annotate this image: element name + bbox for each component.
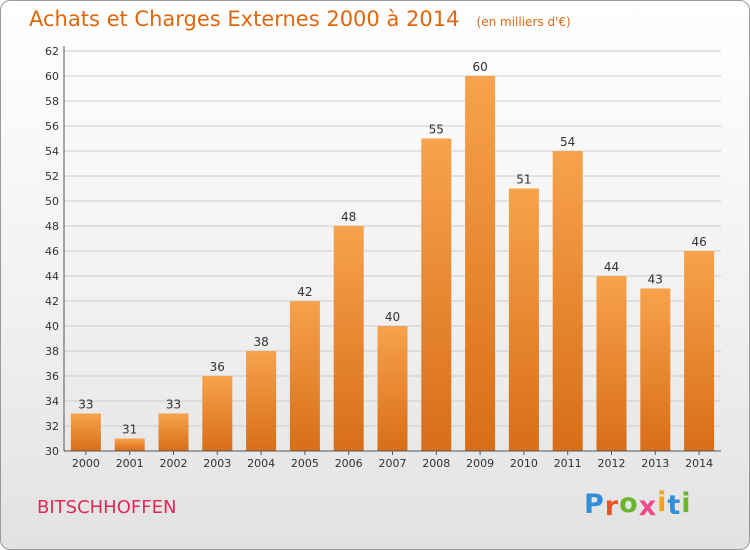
value-label-2005: 42 bbox=[297, 285, 312, 299]
x-tick-label-2009: 2009 bbox=[466, 457, 494, 470]
x-tick-label-2013: 2013 bbox=[641, 457, 669, 470]
chart-subtitle: (en milliers d'€) bbox=[476, 15, 571, 29]
y-tick-label: 30 bbox=[45, 445, 59, 458]
value-label-2014: 46 bbox=[691, 235, 706, 249]
y-tick-label: 32 bbox=[45, 420, 59, 433]
y-tick-label: 38 bbox=[45, 345, 59, 358]
y-tick-label: 44 bbox=[45, 270, 59, 283]
logo-letter: x bbox=[638, 491, 658, 522]
bar-2006 bbox=[333, 226, 364, 451]
y-tick-label: 36 bbox=[45, 370, 59, 383]
y-tick-label: 42 bbox=[45, 295, 59, 308]
x-tick-label-2012: 2012 bbox=[598, 457, 626, 470]
bars bbox=[70, 76, 715, 451]
bar-2009 bbox=[465, 76, 496, 451]
x-tick-label-2005: 2005 bbox=[291, 457, 319, 470]
value-label-2013: 43 bbox=[648, 273, 663, 287]
bar-2004 bbox=[246, 351, 277, 451]
logo-letter: i bbox=[681, 488, 692, 519]
y-tick-label: 54 bbox=[45, 145, 59, 158]
x-tick-label-2010: 2010 bbox=[510, 457, 538, 470]
value-label-2000: 33 bbox=[78, 398, 93, 412]
value-label-2007: 40 bbox=[385, 310, 400, 324]
y-tick-label: 56 bbox=[45, 120, 59, 133]
y-tick-label: 60 bbox=[45, 70, 59, 83]
bar-2000 bbox=[70, 413, 101, 451]
bar-2003 bbox=[202, 376, 233, 451]
logo-letter: o bbox=[619, 488, 639, 519]
logo-letter: i bbox=[657, 487, 668, 518]
proxiti-logo: Proxiti bbox=[584, 487, 692, 522]
bar-2005 bbox=[289, 301, 320, 451]
y-tick-label: 34 bbox=[45, 395, 59, 408]
x-tick-label-2001: 2001 bbox=[116, 457, 144, 470]
bar-2010 bbox=[508, 188, 539, 451]
bar-2008 bbox=[421, 138, 452, 451]
bar-2012 bbox=[596, 276, 627, 451]
value-label-2001: 31 bbox=[122, 423, 137, 437]
x-tick-label-2014: 2014 bbox=[685, 457, 713, 470]
city-name: BITSCHHOFFEN bbox=[37, 497, 177, 518]
y-tick-label: 48 bbox=[45, 220, 59, 233]
bar-2014 bbox=[684, 251, 715, 451]
value-label-2004: 38 bbox=[253, 335, 268, 349]
data-labels: 33 31 33 36 38 42 48 40 55 60 51 54 44 43 46 bbox=[78, 60, 706, 437]
y-tick-label: 40 bbox=[45, 320, 59, 333]
bar-2011 bbox=[552, 151, 583, 451]
chart-title: Achats et Charges Externes 2000 à 2014 bbox=[29, 7, 460, 31]
value-label-2011: 54 bbox=[560, 135, 575, 149]
bar-2013 bbox=[640, 288, 671, 451]
bar-2002 bbox=[158, 413, 189, 451]
title-row: Achats et Charges Externes 2000 à 2014 (… bbox=[29, 7, 571, 31]
logo-letter: r bbox=[604, 491, 620, 522]
value-label-2012: 44 bbox=[604, 260, 619, 274]
x-tick-label-2000: 2000 bbox=[72, 457, 100, 470]
bar-2007 bbox=[377, 326, 408, 451]
axes: 30 32 34 36 38 40 42 44 46 48 50 52 54 56 58 60 62 2000 20… bbox=[45, 45, 721, 470]
x-tick-label-2002: 2002 bbox=[160, 457, 188, 470]
y-tick-label: 62 bbox=[45, 45, 59, 58]
x-tick-label-2011: 2011 bbox=[554, 457, 582, 470]
x-tick-label-2003: 2003 bbox=[203, 457, 231, 470]
x-tick-label-2008: 2008 bbox=[422, 457, 450, 470]
value-label-2010: 51 bbox=[516, 173, 531, 187]
x-tick-label-2004: 2004 bbox=[247, 457, 275, 470]
value-label-2003: 36 bbox=[210, 360, 225, 374]
logo-letter: P bbox=[584, 489, 605, 520]
y-tick-label: 46 bbox=[45, 245, 59, 258]
y-tick-label: 58 bbox=[45, 95, 59, 108]
value-label-2009: 60 bbox=[472, 60, 487, 74]
value-label-2008: 55 bbox=[429, 123, 444, 137]
x-tick-label-2007: 2007 bbox=[379, 457, 407, 470]
value-label-2002: 33 bbox=[166, 398, 181, 412]
value-label-2006: 48 bbox=[341, 210, 356, 224]
bar-2001 bbox=[114, 438, 145, 451]
logo-letter: t bbox=[667, 490, 682, 521]
x-tick-label-2006: 2006 bbox=[335, 457, 363, 470]
y-tick-label: 50 bbox=[45, 195, 59, 208]
y-tick-label: 52 bbox=[45, 170, 59, 183]
